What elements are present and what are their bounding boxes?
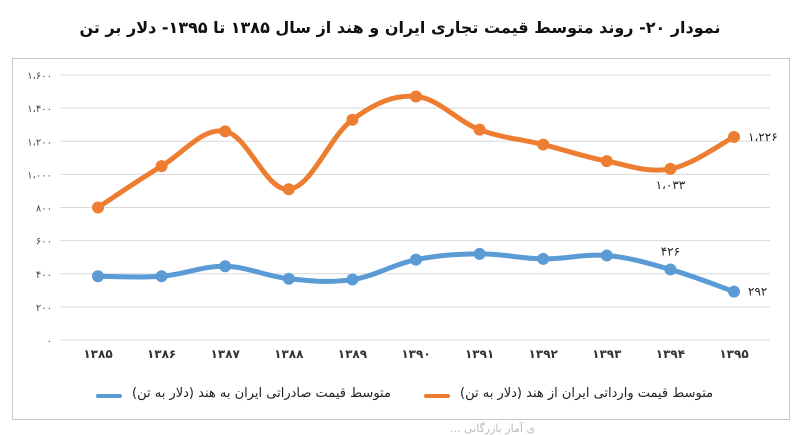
- legend-swatch-import: [424, 394, 450, 398]
- data-point: [473, 123, 486, 136]
- x-tick-label: ۱۳۸۹: [338, 347, 368, 361]
- x-tick-label: ۱۳۸۸: [274, 347, 304, 361]
- y-tick-label: ۱،۲۰۰: [27, 137, 52, 148]
- data-point: [600, 155, 613, 168]
- footer-text: ی آمار بازرگانی ...: [450, 422, 536, 435]
- x-tick-label: ۱۳۹۵: [719, 347, 748, 361]
- chart-frame: [12, 58, 790, 420]
- x-tick-label: ۱۳۹۴: [656, 347, 685, 361]
- series-line-0: [95, 93, 737, 210]
- y-tick-label: ۱،۴۰۰: [27, 104, 52, 115]
- data-point: [664, 263, 677, 276]
- data-point: [346, 113, 359, 126]
- legend: متوسط قیمت صادراتی ایران به هند (دلار به…: [12, 384, 790, 408]
- x-tick-label: ۱۳۸۶: [147, 347, 176, 361]
- data-point: [346, 273, 359, 286]
- data-point: [410, 253, 422, 266]
- y-tick-label: ۴۰۰: [36, 270, 52, 281]
- legend-swatch-export: [96, 394, 122, 398]
- data-point: [473, 247, 486, 260]
- data-point: [92, 270, 104, 283]
- data-label: ۲۹۲: [748, 285, 767, 299]
- y-tick-label: ۲۰۰: [36, 303, 52, 314]
- x-tick-label: ۱۳۹۲: [529, 347, 559, 361]
- data-point: [92, 201, 104, 214]
- data-label: ۱،۲۲۶: [748, 130, 778, 144]
- data-point: [155, 270, 168, 283]
- x-tick-label: ۱۳۹۳: [592, 347, 622, 361]
- y-tick-label: ۱،۰۰۰: [27, 170, 52, 181]
- data-point: [537, 252, 550, 265]
- data-point: [219, 260, 232, 273]
- y-tick-label: ۰: [47, 336, 52, 347]
- data-label: ۱،۰۳۳: [656, 178, 686, 192]
- x-tick-label: ۱۳۸۷: [211, 347, 241, 361]
- data-point: [664, 162, 677, 175]
- data-point: [219, 125, 232, 138]
- chart-title: نمودار ۲۰- روند متوسط قیمت تجاری ایران و…: [79, 18, 721, 37]
- data-label: ۴۲۶: [661, 244, 680, 258]
- data-point: [282, 272, 295, 285]
- y-tick-label: ۱،۶۰۰: [27, 71, 52, 82]
- legend-label-import: متوسط قیمت وارداتی ایران از هند (دلار به…: [460, 386, 714, 401]
- data-point: [728, 285, 740, 298]
- data-point: [537, 138, 550, 151]
- legend-label-export: متوسط قیمت صادراتی ایران به هند (دلار به…: [132, 386, 391, 401]
- x-tick-label: ۱۳۹۱: [465, 347, 494, 361]
- data-point: [728, 130, 740, 143]
- data-point: [410, 90, 422, 103]
- data-point: [600, 249, 613, 262]
- y-tick-label: ۶۰۰: [36, 237, 52, 248]
- y-tick-label: ۸۰۰: [36, 204, 52, 215]
- data-point: [282, 183, 295, 196]
- data-point: [155, 160, 168, 173]
- x-tick-label: ۱۳۹۰: [401, 347, 430, 361]
- x-tick-label: ۱۳۸۵: [83, 347, 112, 361]
